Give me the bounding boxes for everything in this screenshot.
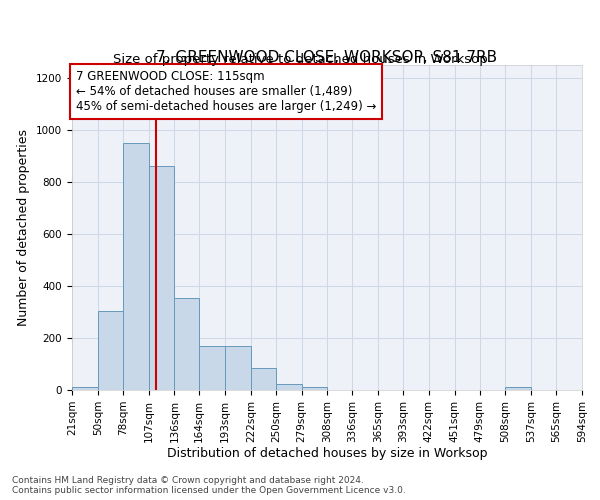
Y-axis label: Number of detached properties: Number of detached properties (17, 129, 31, 326)
Bar (276, 384, 302, 390)
Bar (72, 388, 98, 390)
Bar (505, 388, 531, 390)
Bar (199, 346, 225, 390)
Text: Size of property relative to detached houses in Worksop: Size of property relative to detached ho… (113, 52, 487, 66)
Bar (123, 143, 149, 390)
Text: Contains HM Land Registry data © Crown copyright and database right 2024.
Contai: Contains HM Land Registry data © Crown c… (12, 476, 406, 495)
Bar (251, 368, 276, 390)
Bar (98, 310, 123, 390)
Bar (225, 346, 251, 390)
Title: 7, GREENWOOD CLOSE, WORKSOP, S81 7RB: 7, GREENWOOD CLOSE, WORKSOP, S81 7RB (157, 50, 497, 65)
Bar (149, 166, 175, 390)
Bar (302, 388, 328, 390)
Text: 7 GREENWOOD CLOSE: 115sqm
← 54% of detached houses are smaller (1,489)
45% of se: 7 GREENWOOD CLOSE: 115sqm ← 54% of detac… (76, 70, 376, 113)
X-axis label: Distribution of detached houses by size in Worksop: Distribution of detached houses by size … (167, 448, 487, 460)
Bar (175, 298, 199, 390)
